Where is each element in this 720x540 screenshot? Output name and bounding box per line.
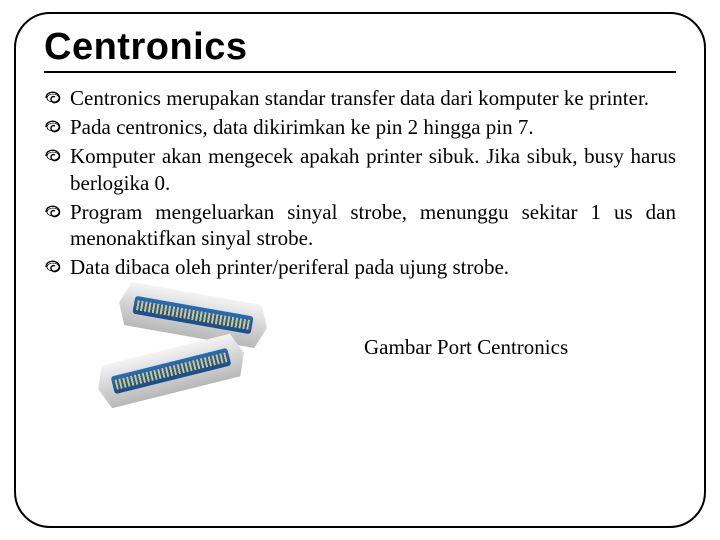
bullet-text: Centronics merupakan standar transfer da…	[70, 86, 649, 110]
swirl-bullet-icon	[44, 148, 64, 164]
image-row: Gambar Port Centronics	[44, 287, 676, 407]
connector-bottom	[93, 332, 249, 411]
swirl-bullet-icon	[44, 90, 64, 106]
bullet-list: Centronics merupakan standar transfer da…	[44, 85, 676, 281]
bullet-item: Pada centronics, data dikirimkan ke pin …	[44, 114, 676, 141]
bullet-item: Data dibaca oleh printer/periferal pada …	[44, 254, 676, 281]
swirl-bullet-icon	[44, 204, 64, 220]
swirl-bullet-icon	[44, 259, 64, 275]
bullet-item: Centronics merupakan standar transfer da…	[44, 85, 676, 112]
bullet-item: Program mengeluarkan sinyal strobe, menu…	[44, 199, 676, 253]
bullet-text: Komputer akan mengecek apakah printer si…	[70, 144, 676, 195]
bullet-text: Data dibaca oleh printer/periferal pada …	[70, 255, 509, 279]
slide-frame: Centronics Centronics merupakan standar …	[14, 12, 706, 528]
connector-top	[115, 280, 270, 349]
bullet-item: Komputer akan mengecek apakah printer si…	[44, 143, 676, 197]
image-caption: Gambar Port Centronics	[364, 335, 568, 360]
swirl-bullet-icon	[44, 119, 64, 135]
bullet-text: Pada centronics, data dikirimkan ke pin …	[70, 115, 534, 139]
bullet-text: Program mengeluarkan sinyal strobe, menu…	[70, 200, 676, 251]
centronics-port-image	[84, 287, 314, 407]
slide-title: Centronics	[44, 26, 676, 73]
